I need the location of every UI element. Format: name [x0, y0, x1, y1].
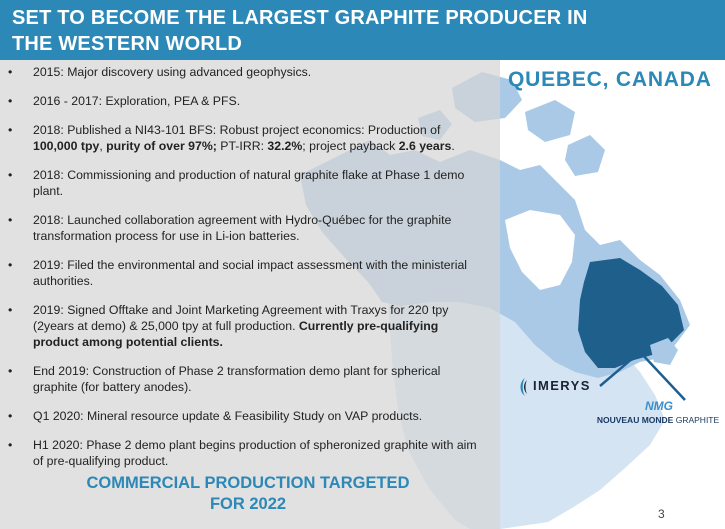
slide-title: SET TO BECOME THE LARGEST GRAPHITE PRODU… [12, 7, 588, 55]
page-number: 3 [658, 507, 665, 521]
nmg-mark-icon: NMG [645, 399, 673, 412]
milestone-item: Q1 2020: Mineral resource update & Feasi… [6, 408, 486, 424]
milestone-text: 2015: Major discovery using advanced geo… [33, 65, 312, 79]
imerys-logo: IMERYS [518, 377, 598, 397]
milestone-item: 2018: Commissioning and production of na… [6, 167, 486, 199]
nouveau-monde-graphite-logo: NMG NOUVEAU MONDE GRAPHITE [594, 398, 722, 428]
imerys-wordmark: IMERYS [533, 378, 591, 393]
title-bar: SET TO BECOME THE LARGEST GRAPHITE PRODU… [0, 0, 725, 60]
map-arctic-island [565, 135, 605, 176]
milestone-text: PT-IRR: [216, 139, 268, 153]
map-newfoundland [650, 338, 678, 365]
production-target-callout: COMMERCIAL PRODUCTION TARGETED FOR 2022 [48, 473, 448, 515]
milestone-item: End 2019: Construction of Phase 2 transf… [6, 363, 486, 395]
milestone-text: Currently pre-qualifying product among p… [33, 319, 439, 349]
milestone-text: 2019: Filed the environmental and social… [33, 258, 468, 288]
map-arctic-island [525, 100, 575, 142]
callout-line-1: COMMERCIAL PRODUCTION TARGETED [86, 474, 410, 492]
milestone-text: Q1 2020: Mineral resource update & Feasi… [33, 409, 423, 423]
milestone-text: 2016 - 2017: Exploration, PEA & PFS. [33, 94, 241, 108]
milestone-item: 2019: Filed the environmental and social… [6, 257, 486, 289]
milestone-item: H1 2020: Phase 2 demo plant begins produ… [6, 437, 486, 469]
nmg-wordmark-bold: NOUVEAU MONDE [596, 415, 674, 425]
project-arrow [599, 351, 641, 387]
milestone-item: 2018: Launched collaboration agreement w… [6, 212, 486, 244]
milestone-text: 2019: Signed Offtake and Joint Marketing… [33, 303, 449, 333]
imerys-swoosh-icon [520, 378, 527, 396]
milestone-text: 2018: Published a NI43-101 BFS: Robust p… [33, 123, 441, 137]
map-hudson-bay [505, 210, 575, 290]
project-location-marker [637, 349, 643, 355]
milestone-text: 32.2% [267, 139, 303, 153]
milestone-item: 2015: Major discovery using advanced geo… [6, 64, 486, 80]
milestone-item: 2019: Signed Offtake and Joint Marketing… [6, 302, 486, 350]
nmg-wordmark: NOUVEAU MONDE GRAPHITE [594, 415, 722, 425]
nmg-mark-text: NMG [645, 399, 673, 412]
milestone-item: 2016 - 2017: Exploration, PEA & PFS. [6, 93, 486, 109]
milestone-text: 2018: Launched collaboration agreement w… [33, 213, 452, 243]
milestone-text: 2018: Commissioning and production of na… [33, 168, 465, 198]
milestone-text: purity of over 97%; [106, 139, 217, 153]
milestone-text: 100,000 tpy [33, 139, 100, 153]
milestone-text: ; project payback [302, 139, 399, 153]
nmg-wordmark-light: GRAPHITE [675, 415, 720, 425]
project-arrow [639, 351, 686, 401]
milestone-text: 2.6 years [398, 139, 452, 153]
map-quebec [578, 258, 684, 368]
milestone-text: , [99, 139, 107, 153]
callout-line-2: FOR 2022 [209, 495, 287, 513]
milestone-text: H1 2020: Phase 2 demo plant begins produ… [33, 438, 477, 468]
milestone-text: . [451, 139, 455, 153]
region-label: QUEBEC, CANADA [508, 68, 712, 91]
milestone-item: 2018: Published a NI43-101 BFS: Robust p… [6, 122, 486, 154]
milestone-text: End 2019: Construction of Phase 2 transf… [33, 364, 441, 394]
milestone-list: 2015: Major discovery using advanced geo… [6, 64, 486, 469]
